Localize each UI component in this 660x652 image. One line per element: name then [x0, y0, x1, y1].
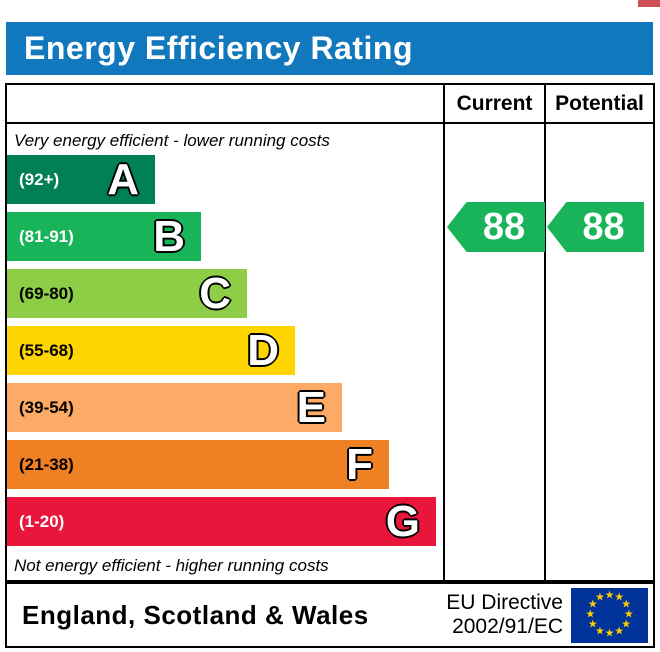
potential-value-cell: 88	[546, 124, 653, 580]
band-d: (55-68) D	[7, 326, 295, 375]
eu-star-icon: ★	[614, 591, 625, 604]
band-f: (21-38) F	[7, 440, 389, 489]
band-c-range: (69-80)	[19, 283, 74, 303]
footer-region-label: England, Scotland & Wales	[22, 599, 369, 630]
band-g-range: (1-20)	[19, 511, 65, 531]
eu-star-icon: ★	[587, 598, 598, 611]
band-b-range: (81-91)	[19, 226, 74, 246]
potential-rating-arrow: 88	[547, 202, 644, 252]
band-b-letter: B	[153, 212, 185, 261]
eu-directive-line2: 2002/91/EC	[452, 615, 563, 638]
bottom-note: Not energy efficient - higher running co…	[14, 556, 329, 575]
band-a-letter: A	[107, 155, 139, 204]
chart-title: Energy Efficiency Rating	[24, 30, 413, 66]
band-g: (1-20) G	[7, 497, 436, 546]
band-c: (69-80) C	[7, 269, 247, 318]
eu-star-icon: ★	[604, 627, 615, 640]
band-list: (92+) A (81-91) B (69-80) C (55-68) D	[7, 155, 443, 546]
rating-table: Current Potential Very energy efficient …	[5, 83, 655, 582]
top-note: Very energy efficient - lower running co…	[14, 131, 330, 150]
band-d-letter: D	[247, 326, 279, 375]
chart-title-bar: Energy Efficiency Rating	[6, 22, 653, 75]
potential-rating-value: 88	[582, 206, 625, 248]
eu-star-icon: ★	[623, 608, 634, 621]
table-body-row: Very energy efficient - lower running co…	[7, 124, 653, 580]
top-right-red-fragment	[638, 0, 660, 7]
band-e-range: (39-54)	[19, 397, 74, 417]
band-c-letter: C	[199, 269, 231, 318]
footer-bar: England, Scotland & Wales EU Directive 2…	[5, 582, 655, 648]
band-f-letter: F	[346, 440, 373, 489]
potential-column-header: Potential	[555, 91, 644, 115]
band-e-letter: E	[296, 383, 326, 432]
band-d-range: (55-68)	[19, 340, 74, 360]
eu-star-icon: ★	[621, 618, 632, 631]
band-b: (81-91) B	[7, 212, 201, 261]
band-a-range: (92+)	[19, 169, 60, 189]
eu-star-icon: ★	[587, 618, 598, 631]
eu-star-icon: ★	[594, 625, 605, 638]
eu-star-icon: ★	[585, 608, 596, 621]
current-rating-arrow: 88	[447, 202, 545, 252]
eu-star-icon: ★	[604, 589, 615, 602]
eu-directive-label: EU Directive 2002/91/EC	[446, 591, 563, 639]
band-f-range: (21-38)	[19, 454, 74, 474]
bands-header-cell	[7, 85, 445, 122]
eu-star-icon: ★	[614, 625, 625, 638]
band-a: (92+) A	[7, 155, 155, 204]
band-e: (39-54) E	[7, 383, 342, 432]
eu-flag-icon: ★ ★ ★ ★ ★ ★ ★ ★ ★ ★ ★ ★	[571, 587, 648, 643]
eu-star-icon: ★	[621, 598, 632, 611]
current-rating-value: 88	[482, 206, 526, 248]
current-value-cell: 88	[445, 124, 546, 580]
eu-directive-line1: EU Directive	[446, 590, 563, 614]
band-g-letter: G	[385, 497, 420, 546]
table-header-row: Current Potential	[7, 85, 653, 124]
current-column-header: Current	[445, 85, 546, 122]
eu-star-icon: ★	[594, 591, 605, 604]
bands-cell: Very energy efficient - lower running co…	[7, 124, 445, 580]
